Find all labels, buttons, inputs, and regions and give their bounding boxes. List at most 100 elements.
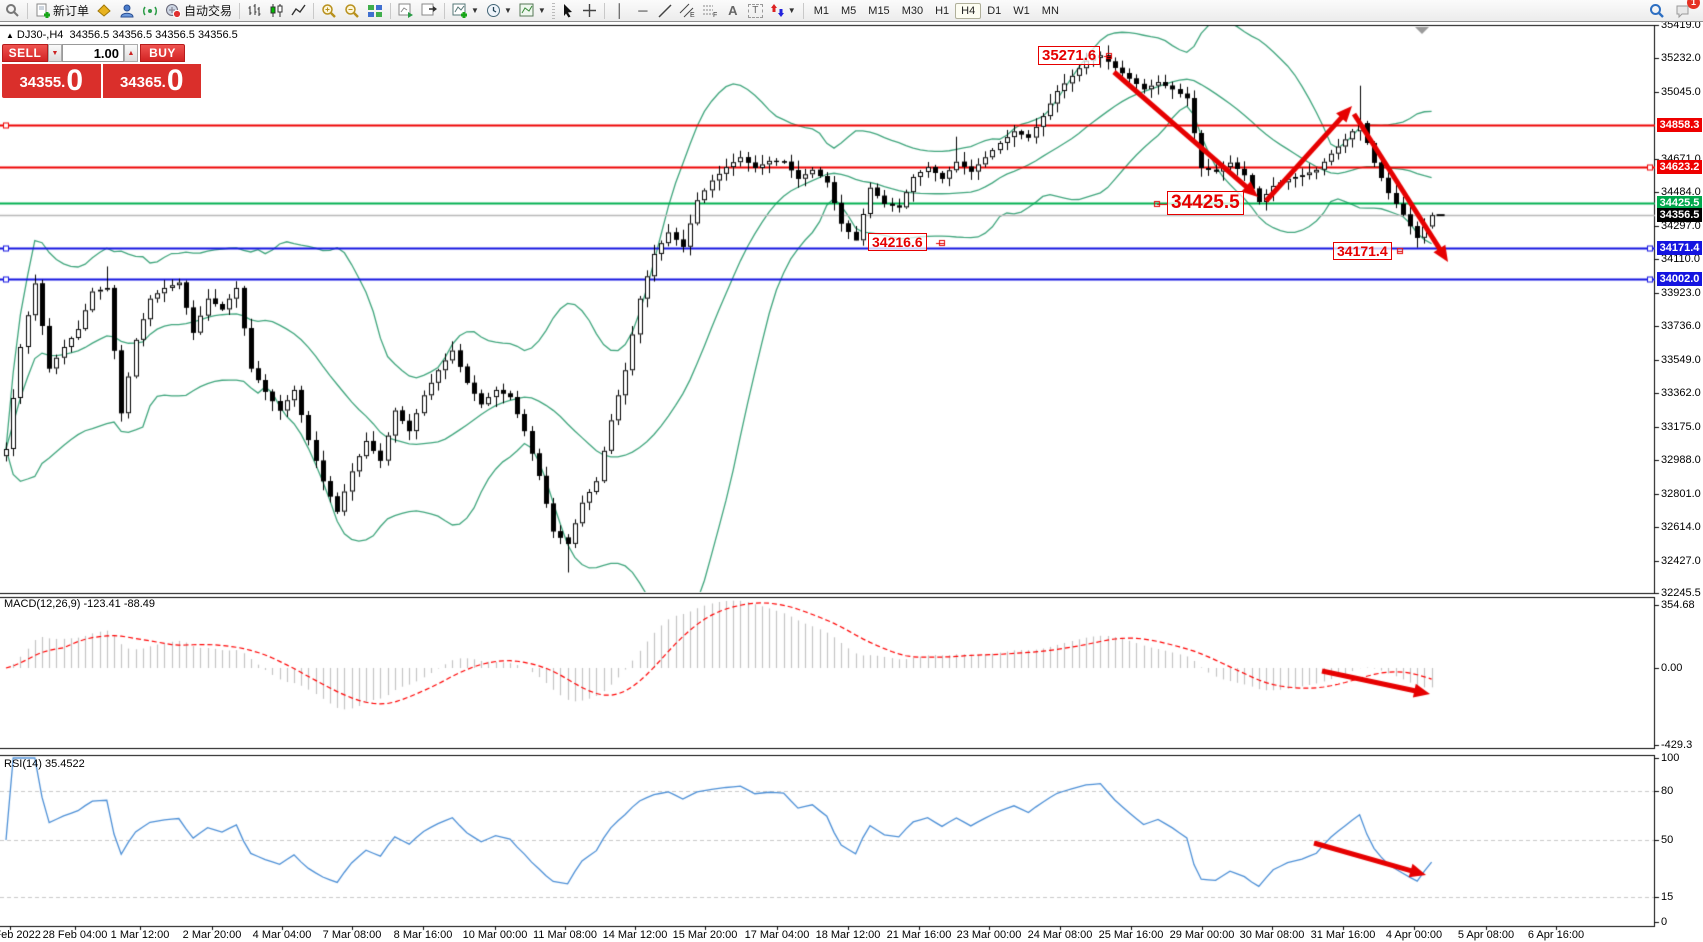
main-toolbar: 新订单 自动交易 <box>0 0 1703 22</box>
timeframe-w1[interactable]: W1 <box>1013 4 1030 17</box>
toolbar-separator <box>27 2 28 19</box>
chevron-down-icon: ▼ <box>471 6 479 15</box>
timeframe-h1[interactable]: H1 <box>935 4 950 17</box>
price-axis-tick: 32988.0 <box>1661 454 1701 467</box>
timeframe-mn[interactable]: MN <box>1041 4 1059 17</box>
price-axis-tick: 32614.0 <box>1661 521 1701 534</box>
timeframe-h4[interactable]: H4 <box>955 2 982 19</box>
macd-axis-tick: -429.3 <box>1661 738 1693 751</box>
time-axis-label: 7 Mar 08:00 <box>322 929 382 941</box>
price-axis-tick: 32801.0 <box>1661 487 1701 500</box>
timeframe-m5[interactable]: M5 <box>841 4 857 17</box>
rsi-axis-tick: 100 <box>1661 752 1680 764</box>
timeframe-m15[interactable]: M15 <box>868 4 890 17</box>
arrows-tool-button[interactable]: ▼ <box>767 1 799 21</box>
text-icon[interactable]: A <box>728 3 738 18</box>
hline-price-chip[interactable]: 34425.5 <box>1657 195 1702 210</box>
new-order-button[interactable]: 新订单 <box>32 1 92 21</box>
equidistant-channel-icon[interactable]: E <box>676 1 698 21</box>
tile-windows-icon[interactable] <box>364 1 386 21</box>
time-axis-label: 18 Mar 12:00 <box>815 929 881 941</box>
hline-price-chip[interactable]: 34002.0 <box>1657 271 1702 286</box>
hline-price-chip[interactable]: 34171.4 <box>1657 241 1702 256</box>
navigator-icon[interactable] <box>116 1 138 21</box>
price-axis-tick: 34110.0 <box>1661 253 1700 266</box>
annotation-price-label[interactable]: 34425.5 <box>1167 191 1244 215</box>
sell-button[interactable]: SELL <box>2 44 48 62</box>
buy-button[interactable]: BUY <box>140 44 185 62</box>
toolbar-separator <box>390 2 392 19</box>
timeframe-d1[interactable]: D1 <box>987 4 1002 17</box>
ohlc-values: 34356.5 34356.5 34356.5 34356.5 <box>69 29 238 41</box>
bar-chart-icon[interactable] <box>244 1 265 21</box>
toolbar-separator <box>444 2 446 19</box>
volume-input[interactable]: 1.00 <box>62 44 124 62</box>
vertical-line-icon[interactable]: │ <box>615 3 624 18</box>
time-axis-label: 31 Mar 16:00 <box>1310 929 1376 941</box>
autotrading-button[interactable]: 自动交易 <box>162 1 235 21</box>
time-axis-label: 23 Mar 00:00 <box>956 929 1022 941</box>
notifications-icon[interactable]: 1 <box>1672 0 1700 21</box>
price-axis-tick: 33736.0 <box>1661 320 1701 333</box>
indicators-button[interactable]: ▼ <box>449 1 482 21</box>
time-axis-label: 30 Mar 08:00 <box>1239 929 1305 941</box>
charts-profile-icon[interactable] <box>93 1 115 21</box>
time-axis-label: 2 Mar 20:00 <box>182 929 242 941</box>
templates-button[interactable]: ▼ <box>516 1 549 21</box>
price-axis-tick: 32427.0 <box>1661 554 1701 567</box>
macd-label: MACD(12,26,9) -123.41 -88.49 <box>4 598 156 610</box>
toolbar-separator <box>802 2 804 19</box>
buy-price[interactable]: 34365. 0 <box>102 64 201 98</box>
time-axis-label: 17 Mar 04:00 <box>744 929 810 941</box>
price-axis-tick: 33549.0 <box>1661 353 1701 366</box>
zoom-in-icon[interactable] <box>318 1 340 21</box>
periods-button[interactable]: ▼ <box>483 1 515 21</box>
fibonacci-icon[interactable]: F <box>699 1 721 21</box>
chart-search-icon[interactable] <box>2 1 23 21</box>
annotation-price-label[interactable]: 34216.6 <box>868 233 927 251</box>
timeframe-m30[interactable]: M30 <box>901 4 924 17</box>
chevron-down-icon: ▼ <box>537 6 546 15</box>
time-axis-label: 25 Feb 2022 <box>0 929 41 941</box>
hline-price-chip[interactable]: 34623.2 <box>1657 160 1702 175</box>
trendline-icon[interactable] <box>655 1 675 21</box>
symbol-period: DJ30-,H4 <box>16 29 64 41</box>
search-icon[interactable] <box>1646 1 1668 21</box>
annotation-price-label[interactable]: 34171.4 <box>1333 242 1392 260</box>
volume-increase-button[interactable]: ▲ <box>124 44 138 62</box>
volume-decrease-button[interactable]: ▼ <box>48 44 62 62</box>
rsi-label: RSI(14) 35.4522 <box>4 758 85 770</box>
time-axis-label: 11 Mar 08:00 <box>532 929 598 941</box>
hline-price-chip[interactable]: 34858.3 <box>1657 118 1702 133</box>
template-icon <box>519 3 534 17</box>
auto-scroll-icon[interactable] <box>395 1 417 21</box>
price-axis-tick: 32245.5 <box>1661 587 1701 599</box>
time-axis-label: 21 Mar 16:00 <box>886 929 952 941</box>
zoom-out-icon[interactable] <box>341 1 363 21</box>
timeframe-m1[interactable]: M1 <box>813 4 829 17</box>
toolbar-drag-handle[interactable] <box>551 2 555 19</box>
svg-text:F: F <box>713 12 717 18</box>
time-axis-label: 14 Mar 12:00 <box>602 929 668 941</box>
horizontal-line-icon[interactable]: ─ <box>638 3 648 18</box>
time-axis-label: 5 Apr 08:00 <box>1457 929 1515 941</box>
cursor-icon[interactable] <box>558 1 578 21</box>
line-chart-icon[interactable] <box>288 1 309 21</box>
annotation-price-label[interactable]: 35271.6 <box>1038 46 1101 65</box>
signals-icon[interactable] <box>139 1 161 21</box>
time-axis-label: 24 Mar 08:00 <box>1027 929 1093 941</box>
current-price-chip[interactable]: 34356.5 <box>1657 208 1702 223</box>
crosshair-icon[interactable] <box>579 1 600 21</box>
collapse-triangle-icon[interactable]: ▲ <box>6 31 14 40</box>
price-axis-tick: 34484.0 <box>1661 186 1701 199</box>
chart-shift-icon[interactable] <box>418 1 440 21</box>
time-axis-label: 10 Mar 00:00 <box>462 929 528 941</box>
rsi-axis-tick: 80 <box>1661 784 1674 797</box>
sell-price[interactable]: 34355. 0 <box>2 64 101 98</box>
candlestick-icon[interactable] <box>266 1 287 21</box>
chevron-down-icon: ▼ <box>787 6 796 15</box>
text-label-icon[interactable]: T <box>745 1 766 21</box>
price-axis-tick: 35045.0 <box>1661 85 1701 98</box>
